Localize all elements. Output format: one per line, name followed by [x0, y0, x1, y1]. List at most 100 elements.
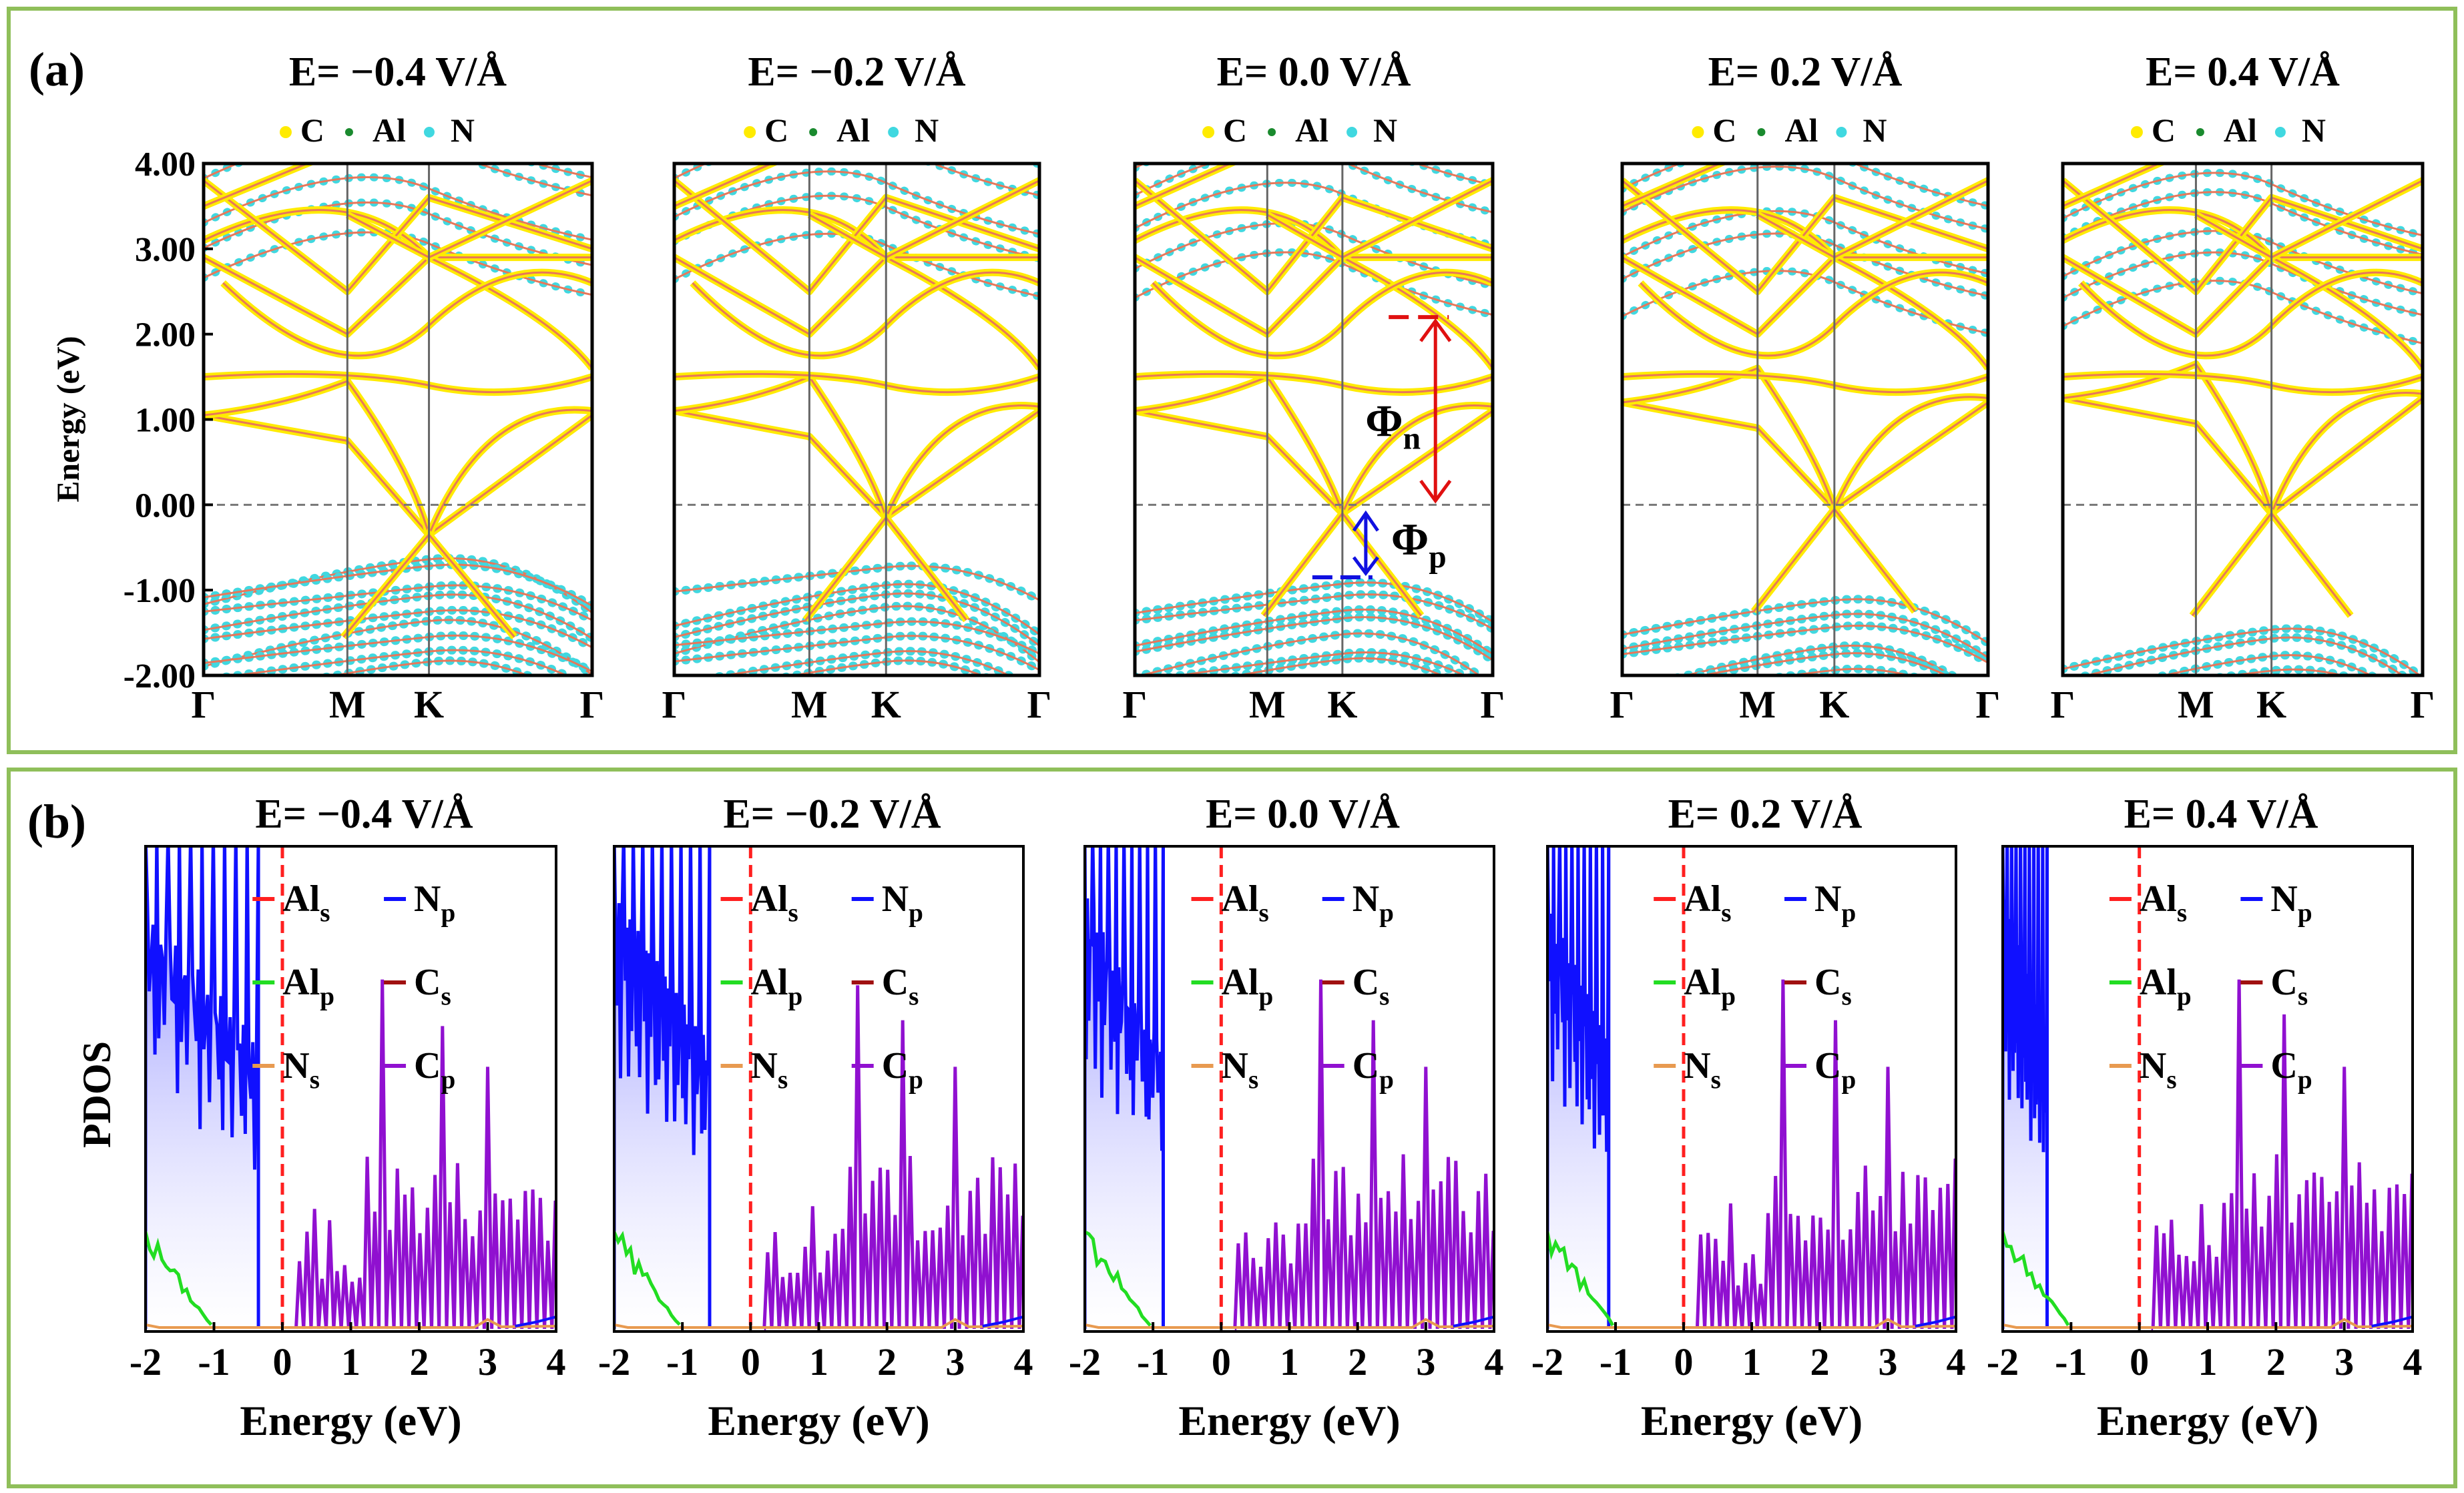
band-line — [1622, 256, 1988, 336]
x-tick-label: -1 — [198, 1340, 230, 1384]
phi-p-arrowhead — [1352, 556, 1379, 577]
pdos-content — [1085, 846, 1494, 1331]
band-line — [2063, 698, 2423, 745]
x-tick-label: 0 — [273, 1340, 292, 1384]
legend-label: Cp — [882, 1045, 923, 1095]
x-tick-label: -2 — [130, 1340, 162, 1384]
band-line — [1135, 679, 1493, 735]
legend-marker-N — [2274, 127, 2286, 137]
y-tick-label: 1.00 — [135, 402, 196, 440]
band-line — [204, 176, 592, 241]
band-line — [222, 271, 592, 357]
x-tick-label: 0 — [741, 1340, 760, 1384]
pdos-Alp-curve — [1547, 1231, 1615, 1327]
band-content — [204, 164, 592, 675]
band-line — [204, 231, 592, 296]
pdos-Cp-curve — [2151, 979, 2413, 1331]
band-line — [1341, 404, 1493, 514]
x-tick-label: 2 — [2266, 1340, 2286, 1384]
band-line — [1135, 164, 1493, 186]
band-title: E= 0.2 V/Å — [1708, 49, 1903, 95]
x-tick-label: 0 — [1212, 1340, 1231, 1384]
legend-label: Cs — [1814, 962, 1852, 1011]
x-tick-label: -2 — [1987, 1340, 2019, 1384]
kpoint-label: Γ — [1976, 683, 2001, 726]
phi-n-arrowhead — [1419, 479, 1452, 504]
kpoint-label: Γ — [2411, 683, 2435, 726]
legend-label: Als — [2140, 878, 2187, 928]
legend-label: Alp — [1684, 962, 1736, 1011]
pdos-title: E= 0.0 V/Å — [1206, 792, 1400, 837]
band-line — [2079, 271, 2423, 357]
pdos-Np-tail — [1453, 1315, 1494, 1327]
legend-label: Alp — [1222, 962, 1274, 1011]
band-N-valence — [1622, 682, 1988, 734]
kpoint-label: Γ — [1123, 683, 1148, 726]
pdos-Np-tail — [982, 1315, 1023, 1327]
x-tick-label: 1 — [2198, 1340, 2218, 1384]
band-axes-frame — [672, 162, 1041, 677]
legend-marker-Al — [2196, 128, 2204, 136]
legend-label: Ns — [2140, 1045, 2177, 1095]
kpoint-label: K — [871, 683, 901, 726]
band-axes-frame — [1620, 162, 1990, 677]
band-line — [674, 180, 1039, 293]
phi-p-arrowhead — [1352, 510, 1379, 532]
x-tick-label: 2 — [1810, 1340, 1830, 1384]
legend-N: N — [1863, 111, 1887, 149]
band-line — [1135, 410, 1493, 515]
y-tick-label: -2.00 — [124, 657, 196, 695]
legend-N: N — [915, 111, 939, 149]
band-line — [1135, 180, 1493, 293]
legend-N: N — [451, 111, 475, 149]
pdos-plot-3: E= 0.2 V/Å -2 -1 0 1 2 3 4 Energy (eV) Als Np Alp Cs… — [1531, 792, 1966, 1444]
legend-label: Np — [1814, 878, 1856, 928]
band-N-valence — [1622, 713, 1988, 769]
band-line — [1622, 180, 1988, 293]
band-line — [2063, 230, 2423, 295]
legend-label: Np — [2270, 878, 2312, 928]
kpoint-label: K — [2256, 683, 2286, 726]
pdos-plot-0: E= −0.4 V/Å -2 -1 0 1 2 3 4 Energy (eV) Als Np Alp C… — [130, 792, 566, 1444]
band-C — [204, 377, 433, 536]
panel-b-label: (b) — [27, 795, 86, 848]
band-line — [204, 414, 592, 537]
band-title: E= −0.2 V/Å — [748, 49, 965, 95]
band-line — [2063, 710, 2423, 743]
band-N-valence — [1135, 693, 1493, 738]
band-N-valence — [2145, 651, 2381, 675]
band-line — [2063, 686, 2423, 728]
x-tick-label: 4 — [1014, 1340, 1033, 1384]
band-title: E= 0.0 V/Å — [1217, 49, 1411, 95]
legend-marker-C — [2130, 126, 2143, 138]
legend-label: Cs — [882, 962, 919, 1011]
pdos-Np-curve — [614, 846, 712, 1329]
legend-label: Cs — [1352, 962, 1390, 1011]
x-tick-label: 4 — [547, 1340, 566, 1384]
legend-marker-Al — [1757, 128, 1766, 136]
legend-marker-N — [1346, 127, 1358, 137]
legend-label: Cp — [1814, 1045, 1856, 1095]
legend-Al: Al — [1295, 111, 1328, 149]
band-N-valence — [2063, 721, 2423, 770]
band-line — [1622, 164, 1988, 208]
pdos-Ns-curve — [1085, 1317, 1494, 1329]
legend-label: Np — [414, 878, 455, 928]
legend-marker-N — [888, 127, 899, 137]
band-line — [1622, 401, 1988, 511]
legend-C: C — [1712, 111, 1736, 149]
x-tick-label: -2 — [1531, 1340, 1563, 1384]
phi-n-arrowhead — [1419, 318, 1452, 342]
band-C — [674, 407, 1039, 522]
y-tick-label: 3.00 — [135, 231, 196, 269]
kpoint-label: Γ — [1027, 683, 1052, 726]
band-line — [674, 681, 1039, 715]
band-title: E= −0.4 V/Å — [289, 49, 507, 95]
legend-marker-Al — [809, 128, 818, 136]
panel-a-ylabel: Energy (eV) — [51, 336, 86, 502]
y-tick-label: 2.00 — [135, 316, 196, 354]
kpoint-label: K — [1327, 683, 1357, 726]
band-line — [674, 256, 1039, 336]
x-tick-label: 2 — [410, 1340, 429, 1384]
legend-marker-N — [423, 127, 435, 137]
